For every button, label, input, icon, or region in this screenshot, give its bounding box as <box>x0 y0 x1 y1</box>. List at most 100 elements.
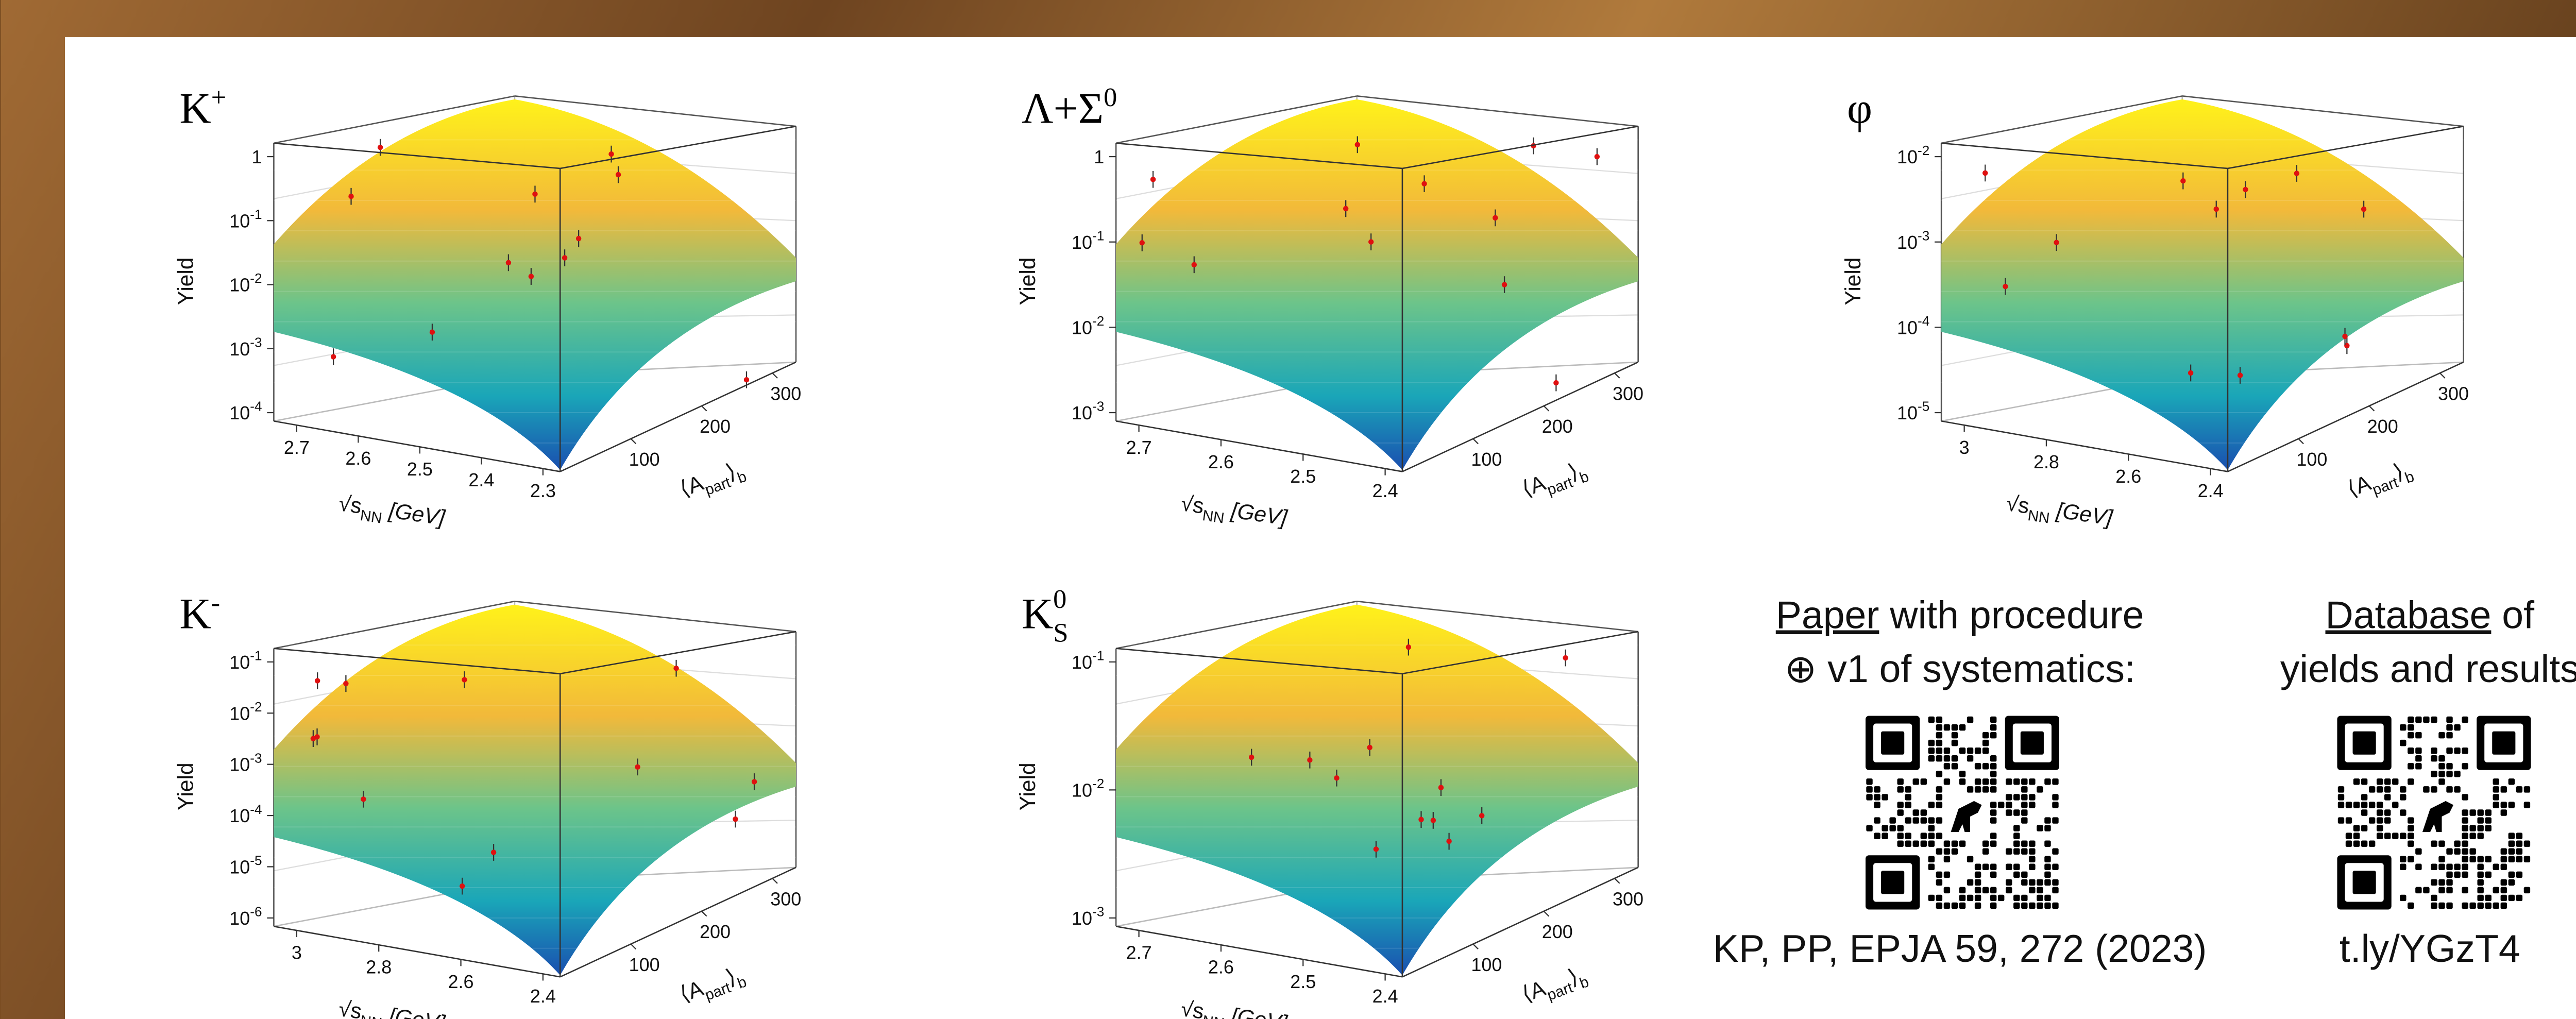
qr-module <box>1928 755 1935 762</box>
tick-base: 10 <box>229 703 250 724</box>
qr-module <box>2013 848 2020 855</box>
qr-code[interactable] <box>2337 716 2531 910</box>
qr-module <box>2431 879 2437 886</box>
qr-module <box>2392 833 2399 839</box>
qr-module <box>2446 863 2453 870</box>
qr-module <box>1982 840 1989 847</box>
qr-module <box>2376 802 2383 808</box>
qr-module <box>1936 732 1943 739</box>
qr-module <box>1874 794 1880 801</box>
data-point <box>1418 817 1424 822</box>
y-tick-label: 200 <box>1542 416 1573 437</box>
qr-module <box>2037 786 2043 793</box>
data-point <box>575 235 582 242</box>
qr-module <box>2361 825 2368 831</box>
z-tick-label: 10-3 <box>1897 228 1929 252</box>
qr-module <box>1974 894 1981 902</box>
qr-module <box>2446 786 2453 793</box>
qr-module <box>1936 848 1943 855</box>
qr-module <box>1974 763 1981 770</box>
title-sup: + <box>211 82 227 112</box>
qr-module <box>1882 794 1888 801</box>
y-tick-label: 300 <box>770 888 801 909</box>
qr-finder <box>2020 731 2044 755</box>
qr-module <box>2477 809 2484 816</box>
qr-module <box>2037 887 2043 894</box>
qr-module <box>1928 840 1935 847</box>
tick-exp: -6 <box>250 904 262 920</box>
qr-module <box>1990 887 1997 894</box>
qr-module <box>2446 716 2453 723</box>
qr-module <box>1936 739 1943 746</box>
qr-logo <box>1951 801 1982 833</box>
qr-module <box>2400 894 2406 902</box>
qr-module <box>1943 747 1951 754</box>
qr-module <box>2523 887 2531 894</box>
qr-module <box>2361 809 2368 816</box>
qr-module <box>2462 825 2468 831</box>
qr-module <box>1866 825 1873 831</box>
qr-module <box>2408 902 2414 909</box>
qr-module <box>2052 879 2059 886</box>
database-url[interactable]: t.ly/YGzT4 <box>2340 927 2520 970</box>
qr-module <box>2052 848 2059 855</box>
data-point <box>2243 186 2248 193</box>
qr-module <box>2485 825 2492 831</box>
qr-module <box>1982 747 1989 754</box>
qr-module <box>2493 794 2499 801</box>
label-text: √s <box>2005 491 2031 519</box>
qr-code[interactable] <box>1866 716 2060 910</box>
qr-module <box>2508 879 2515 886</box>
qr-module <box>1982 739 1989 746</box>
data-point <box>1421 181 1427 186</box>
data-point <box>528 274 534 279</box>
qr-module <box>2454 848 2461 855</box>
data-point <box>2003 283 2008 290</box>
qr-module <box>2037 825 2043 831</box>
qr-module <box>2337 794 2345 801</box>
data-point <box>1405 644 1412 650</box>
data-point <box>532 191 538 197</box>
qr-module <box>1982 778 1989 785</box>
tick-exp: -3 <box>1918 228 1929 243</box>
tick-base: 10 <box>1897 146 1918 167</box>
qr-module <box>2516 856 2523 862</box>
qr-module <box>2337 817 2345 824</box>
tick-base: 10 <box>1072 908 1092 929</box>
x-tick-label: 3 <box>1959 437 1970 458</box>
tick-base: 10 <box>229 754 250 775</box>
qr-module <box>1990 833 1997 839</box>
tick-base: 10 <box>229 338 250 360</box>
qr-module <box>2500 887 2507 894</box>
box-edge <box>274 648 561 675</box>
y-tick-label: 300 <box>2438 383 2469 404</box>
data-point <box>2188 370 2194 376</box>
qr-module <box>2438 732 2445 739</box>
paper-line: with procedure <box>1879 593 2144 636</box>
qr-module <box>2400 794 2406 801</box>
qr-module <box>2006 778 2012 785</box>
qr-module <box>1951 840 1958 847</box>
qr-module <box>2353 802 2360 808</box>
z-tick-label: 10-3 <box>229 750 262 775</box>
qr-module <box>1974 902 1981 909</box>
qr-finder <box>2492 731 2516 755</box>
qr-module <box>2516 840 2523 847</box>
qr-module <box>2431 863 2437 870</box>
qr-module <box>2516 871 2523 878</box>
qr-module <box>1866 778 1873 785</box>
qr-module <box>2523 840 2531 847</box>
database-link[interactable]: Database <box>2326 593 2492 636</box>
paper-link[interactable]: Paper <box>1776 593 1879 636</box>
z-tick-label: 10-2 <box>1072 313 1104 338</box>
x-tick-label: 2.4 <box>2198 480 2224 501</box>
label-text: √s <box>337 997 363 1019</box>
qr-module <box>2446 747 2453 754</box>
label-text: √s <box>1179 997 1206 1019</box>
data-point <box>1334 775 1340 781</box>
box-edge <box>1357 95 1638 127</box>
x-tick-label: 2.5 <box>1290 971 1316 992</box>
qr-module <box>2462 817 2468 824</box>
tick-mark <box>1543 910 1550 917</box>
qr-module <box>1874 817 1880 824</box>
